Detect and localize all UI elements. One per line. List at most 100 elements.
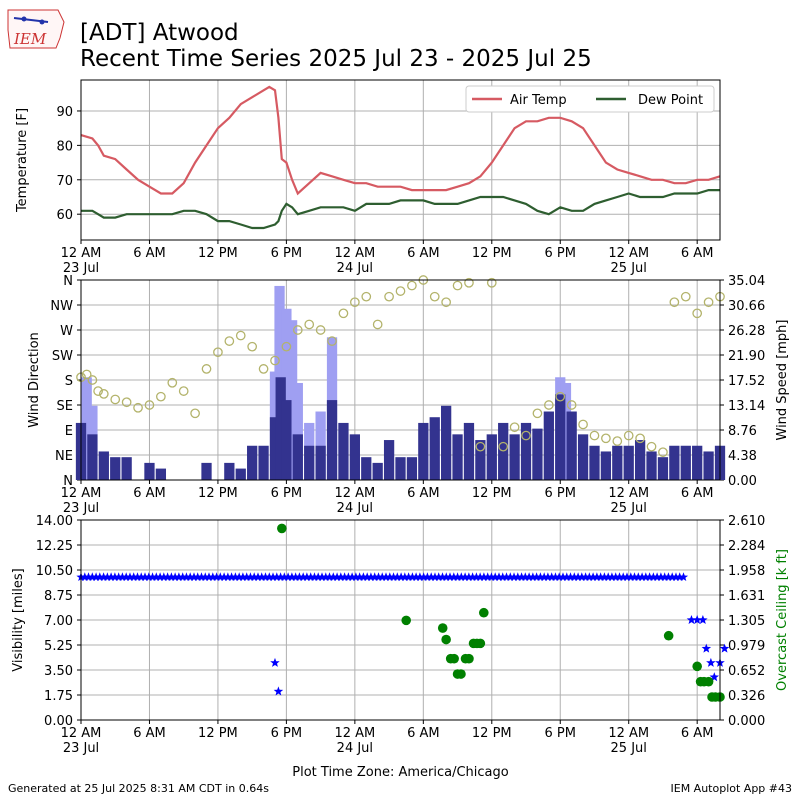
visibility-point <box>434 572 444 581</box>
visibility-point <box>102 572 112 581</box>
wind-direction-point <box>327 336 337 346</box>
wind-speed-tick-label: 13.14 <box>728 399 765 414</box>
wind-gust-bar <box>81 377 92 480</box>
visibility-tick-label: 3.50 <box>44 664 73 679</box>
visibility-point <box>185 572 195 581</box>
visibility-point <box>517 572 527 581</box>
visibility-point <box>486 572 496 581</box>
wind-speed-bar <box>281 400 292 480</box>
visibility-point <box>264 572 274 581</box>
visibility-point <box>189 572 199 581</box>
visibility-point <box>80 572 90 581</box>
visibility-point <box>419 572 429 581</box>
ceiling-point <box>475 638 486 649</box>
wind-speed-tick-label: 21.90 <box>728 349 765 364</box>
wind-speed-bar <box>110 457 121 480</box>
wind-direction-point <box>669 297 680 308</box>
wind-direction-point <box>566 400 577 410</box>
wind-direction-point <box>384 291 394 302</box>
wind-direction-point <box>589 430 600 441</box>
visibility-point <box>140 572 150 581</box>
y-tick-label: 70 <box>56 174 73 189</box>
visibility-point <box>212 572 222 581</box>
visibility-point <box>464 572 474 581</box>
wind-direction-tick-label: NE <box>55 449 73 464</box>
visibility-point <box>456 572 466 581</box>
visibility-point <box>441 572 451 581</box>
visibility-point <box>430 572 440 581</box>
visibility-point <box>577 572 587 581</box>
visibility-point <box>400 572 410 581</box>
visibility-point <box>155 572 165 581</box>
x-tick-label: 6 AM <box>133 246 166 261</box>
ceiling-point <box>478 607 489 618</box>
visibility-point <box>381 572 391 581</box>
wind-direction-point <box>315 325 326 335</box>
wind-speed-bar <box>429 417 440 480</box>
ceiling-tick-label: 2.610 <box>728 514 765 529</box>
visibility-axis-label: Visibility [miles] <box>11 568 26 671</box>
visibility-ceiling-panel: 0.00 0.000 1.75 0.326 3.50 0.652 5.25 0.979 7.00… <box>11 514 790 780</box>
x-tick-label: 6 PM <box>545 726 576 741</box>
legend-air-temp-label: Air Temp <box>510 93 567 108</box>
visibility-point <box>196 572 207 581</box>
visibility-point <box>279 572 289 581</box>
x-tick-date: 25 Jul <box>611 741 647 756</box>
visibility-point <box>513 572 523 581</box>
wind-direction-point <box>304 319 315 330</box>
wind-gust-bar <box>281 308 292 480</box>
wind-speed-bar <box>372 462 383 480</box>
wind-direction-point <box>532 408 543 419</box>
wind-direction-tick-label: W <box>60 324 73 339</box>
wind-direction-point <box>543 400 554 410</box>
visibility-point <box>336 572 346 581</box>
visibility-point <box>562 572 572 581</box>
wind-speed-bar <box>224 462 235 480</box>
visibility-point <box>95 572 105 581</box>
visibility-point <box>313 572 323 581</box>
wind-direction-point <box>578 419 588 430</box>
x-tick-label: 12 AM <box>608 486 649 501</box>
ceiling-tick-label: 0.979 <box>728 639 765 654</box>
wind-direction-point <box>452 280 463 291</box>
visibility-point <box>411 572 421 581</box>
wind-speed-bar <box>634 440 646 480</box>
wind-direction-point <box>178 386 189 396</box>
wind-direction-point <box>110 394 121 405</box>
ceiling-tick-label: 0.652 <box>728 664 765 679</box>
wind-speed-bar <box>520 422 532 480</box>
visibility-point <box>422 572 432 581</box>
visibility-point <box>449 572 459 581</box>
visibility-point <box>396 572 406 581</box>
visibility-point <box>234 572 244 581</box>
visibility-point <box>178 572 188 581</box>
legend-box <box>465 85 715 113</box>
wind-speed-bar <box>235 468 246 480</box>
wind-direction-point <box>201 364 212 374</box>
wind-speed-tick-label: 8.76 <box>728 424 757 439</box>
visibility-point <box>554 572 564 581</box>
visibility-point <box>483 572 493 581</box>
wind-speed-bar <box>646 451 657 480</box>
visibility-point <box>614 572 624 581</box>
visibility-point <box>692 615 702 624</box>
wind-panel: N 0.00 NE 4.38 E 8.76 SE 13.14 S 17.52 SW 21.90 W 26.… <box>27 274 790 516</box>
visibility-point <box>532 572 542 581</box>
wind-speed-bar <box>98 451 109 480</box>
visibility-tick-label: 7.00 <box>44 614 73 629</box>
wind-direction-point <box>93 386 103 396</box>
wind-speed-bar <box>304 445 315 480</box>
x-tick-date: 25 Jul <box>611 261 647 276</box>
wind-direction-point <box>612 436 623 446</box>
logo-dot-icon <box>21 16 27 22</box>
visibility-point <box>535 572 545 581</box>
x-tick-label: 6 AM <box>133 486 166 501</box>
x-tick-date: 24 Jul <box>337 261 373 276</box>
visibility-point <box>404 572 414 581</box>
visibility-point <box>144 572 154 581</box>
visibility-point <box>505 572 515 581</box>
x-tick-label: 6 PM <box>271 486 302 501</box>
visibility-point <box>528 572 538 581</box>
visibility-point <box>501 572 512 581</box>
